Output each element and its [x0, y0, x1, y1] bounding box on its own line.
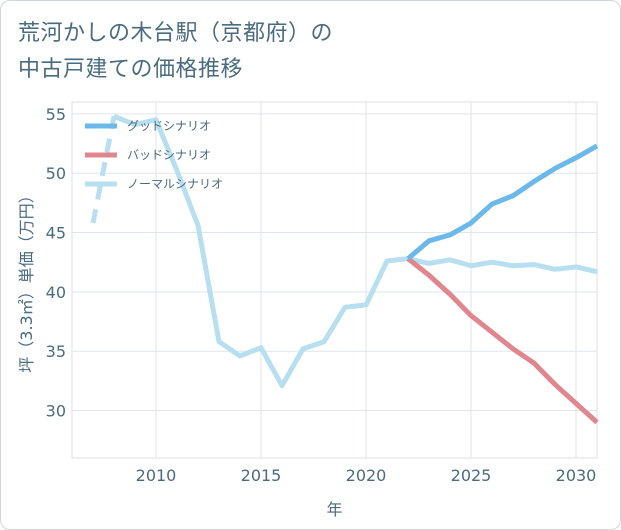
x-tick-label: 2020	[346, 466, 387, 485]
x-tick-label: 2015	[241, 466, 282, 485]
series-lines	[90, 113, 599, 425]
legend-entry: グッドシナリオ	[127, 119, 211, 133]
x-axis-label: 年	[326, 500, 342, 519]
grid-lines	[71, 101, 598, 459]
x-tick-label: 2030	[556, 466, 597, 485]
series-line-normal-dashed	[90, 115, 117, 224]
series-line-bad	[406, 256, 599, 425]
y-tick-label: 35	[46, 342, 66, 361]
y-tick-label: 30	[46, 402, 66, 421]
legend-entry: ノーマルシナリオ	[127, 177, 223, 191]
x-tick-label: 2025	[451, 466, 492, 485]
plot-border	[71, 101, 598, 459]
chart-title-line2: 中古戸建ての価格推移	[18, 57, 244, 82]
y-tick-label: 40	[46, 283, 66, 302]
series-line-normal	[113, 113, 598, 389]
axis-ticks: 2010 2015 2020 2025 2030 30 35 40 45 50 55	[46, 105, 597, 485]
y-tick-label: 45	[46, 224, 66, 243]
series-line-good	[406, 143, 599, 261]
x-tick-label: 2010	[136, 466, 177, 485]
y-tick-label: 55	[46, 105, 66, 124]
legend-entry: バッドシナリオ	[127, 148, 211, 162]
y-axis-label: 坪（3.3㎡）単価（万円）	[17, 187, 36, 372]
chart-title-line1: 荒河かしの木台駅（京都府）の	[18, 21, 334, 46]
chart-title: 荒河かしの木台駅（京都府）の 中古戸建ての価格推移	[18, 16, 333, 88]
y-tick-label: 50	[46, 164, 66, 183]
